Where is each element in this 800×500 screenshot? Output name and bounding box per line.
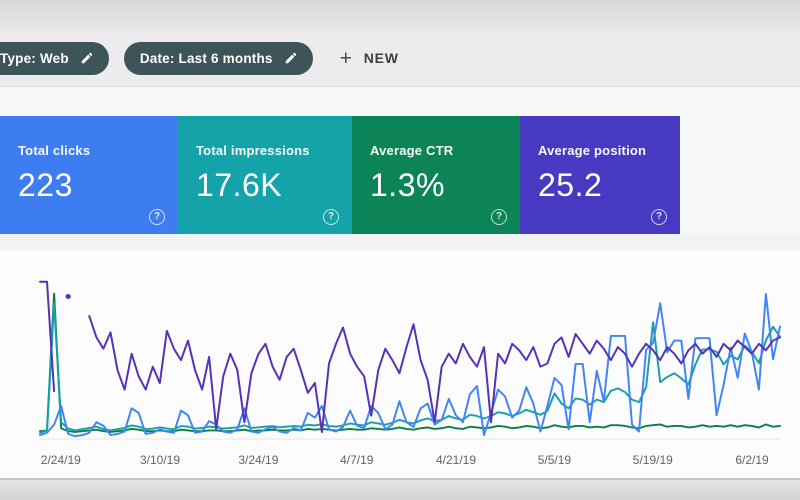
photo-margin-bottom (0, 480, 800, 500)
header-spacer (0, 86, 800, 116)
performance-chart[interactable]: 2/24/19 3/10/19 3/24/19 4/7/19 4/21/19 5… (0, 250, 800, 480)
card-average-position[interactable]: Average position 25.2 ? (520, 116, 680, 234)
help-icon[interactable]: ? (323, 209, 339, 225)
help-icon[interactable]: ? (149, 209, 165, 225)
new-filter-button[interactable]: + NEW (340, 48, 399, 69)
metric-cards-row: Total clicks 223 ? Total impressions 17.… (0, 116, 800, 234)
card-value: 223 (18, 167, 73, 203)
filters-bar: Type: Web Date: Last 6 months + NEW (0, 30, 800, 86)
card-total-clicks[interactable]: Total clicks 223 ? (0, 116, 178, 234)
x-axis-tick: 2/24/19 (40, 453, 81, 467)
help-icon[interactable]: ? (651, 209, 667, 225)
filter-chip-label: Date: Last 6 months (139, 50, 273, 66)
search-console-screen: Type: Web Date: Last 6 months + NEW Tota… (0, 30, 800, 480)
filter-chip-search-type[interactable]: Type: Web (0, 41, 109, 75)
x-axis-tick: 6/2/19 (735, 453, 769, 467)
x-axis-tick: 5/5/19 (537, 453, 572, 467)
card-average-ctr[interactable]: Average CTR 1.3% ? (352, 116, 520, 234)
x-axis-tick: 3/24/19 (238, 453, 279, 467)
card-value: 1.3% (370, 167, 445, 203)
card-label: Total clicks (18, 143, 91, 158)
card-total-impressions[interactable]: Total impressions 17.6K ? (178, 116, 352, 234)
new-filter-label: NEW (363, 50, 399, 66)
filter-chip-label: Type: Web (0, 50, 69, 66)
help-icon[interactable]: ? (491, 209, 507, 225)
card-label: Average CTR (370, 143, 454, 158)
edit-pencil-icon[interactable] (284, 51, 298, 65)
performance-chart-canvas[interactable] (0, 260, 800, 450)
card-label: Average position (538, 143, 647, 158)
x-axis: 2/24/19 3/10/19 3/24/19 4/7/19 4/21/19 5… (0, 450, 800, 474)
cards-chart-spacer (0, 234, 800, 250)
x-axis-tick: 4/21/19 (435, 453, 477, 467)
x-axis-tick: 5/19/19 (632, 453, 673, 467)
filter-chip-date[interactable]: Date: Last 6 months (123, 41, 313, 75)
card-value: 17.6K (196, 167, 283, 203)
edit-pencil-icon[interactable] (80, 51, 94, 65)
card-value: 25.2 (538, 167, 603, 203)
x-axis-tick: 4/7/19 (340, 453, 374, 467)
plus-icon: + (339, 46, 353, 70)
x-axis-tick: 3/10/19 (139, 453, 181, 467)
photo-margin-top (0, 0, 800, 30)
card-label: Total impressions (196, 143, 310, 158)
